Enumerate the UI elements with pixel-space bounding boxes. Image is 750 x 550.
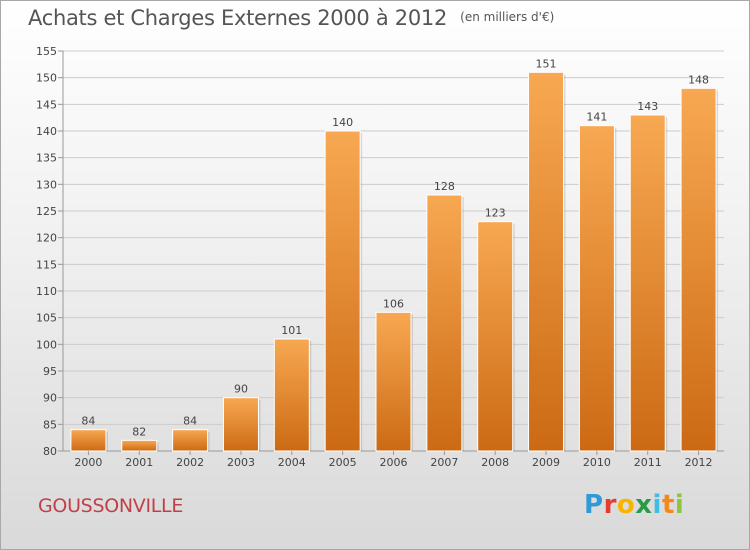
x-tick-label-2007: 2007 (430, 456, 458, 469)
data-label-2003: 90 (234, 383, 248, 396)
data-labels: 84 82 84 90 101 140 106 128 123 151 141 143 148 (81, 57, 709, 438)
logo-letter: i (674, 490, 685, 520)
y-tick-label: 80 (43, 445, 57, 458)
data-label-2005: 140 (332, 116, 353, 129)
bar-2012 (680, 87, 717, 452)
x-tick-label-2004: 2004 (278, 456, 306, 469)
y-tick-label: 125 (36, 205, 57, 218)
y-tick-label: 85 (43, 418, 57, 431)
logo-letter: P (584, 490, 604, 520)
y-tick-label: 105 (36, 312, 57, 325)
y-tick-label: 90 (43, 392, 57, 405)
data-label-2007: 128 (434, 180, 455, 193)
data-label-2006: 106 (383, 297, 404, 310)
x-tick-label-2003: 2003 (227, 456, 255, 469)
y-axis-ticks: 80 85 90 95 100 105 110 115 120 125 130 135 140 145 15… (36, 45, 57, 458)
title-wrap: Achats et Charges Externes 2000 à 2012 (… (28, 6, 554, 30)
bar-2008 (477, 221, 514, 452)
commune-name: GOUSSONVILLE (38, 495, 184, 517)
x-tick-label-2009: 2009 (532, 456, 560, 469)
y-tick-label: 110 (36, 285, 57, 298)
logo-letter: x (635, 490, 653, 520)
bar-2004 (273, 338, 310, 452)
data-label-2001: 82 (132, 425, 146, 438)
data-label-2009: 151 (536, 57, 557, 70)
y-tick-label: 95 (43, 365, 57, 378)
data-label-2011: 143 (637, 100, 658, 113)
data-label-2000: 84 (81, 415, 95, 428)
logo-letter: o (616, 490, 636, 520)
bar-2002 (172, 429, 209, 452)
logo-letter: i (652, 490, 662, 520)
x-tick-label-2010: 2010 (583, 456, 611, 469)
y-tick-label: 135 (36, 152, 57, 165)
x-tick-label-2000: 2000 (74, 456, 102, 469)
bar-2009 (528, 71, 565, 452)
proxiti-logo[interactable]: Proxiti (584, 490, 684, 520)
bar-2007 (426, 194, 463, 452)
data-label-2010: 141 (586, 111, 607, 124)
bar-2003 (222, 397, 259, 452)
bar-2010 (578, 125, 615, 452)
x-tick-label-2008: 2008 (481, 456, 509, 469)
x-tick-label-2002: 2002 (176, 456, 204, 469)
chart-title: Achats et Charges Externes 2000 à 2012 (28, 6, 448, 30)
x-tick-label-2012: 2012 (685, 456, 713, 469)
data-label-2004: 101 (281, 324, 302, 337)
y-tick-label: 130 (36, 178, 57, 191)
data-label-2002: 84 (183, 415, 197, 428)
bar-2001 (121, 439, 158, 452)
chart-unit: (en milliers d'€) (460, 10, 555, 24)
y-tick-label: 150 (36, 72, 57, 85)
data-label-2008: 123 (485, 207, 506, 220)
bar-2005 (324, 130, 361, 452)
y-tick-label: 145 (36, 98, 57, 111)
data-label-2012: 148 (688, 73, 709, 86)
x-tick-label-2005: 2005 (329, 456, 357, 469)
y-tick-label: 115 (36, 258, 57, 271)
x-tick-label-2001: 2001 (125, 456, 153, 469)
bar-2011 (629, 114, 666, 452)
logo-letter: r (603, 490, 617, 520)
y-tick-label: 120 (36, 232, 57, 245)
bar-2006 (375, 311, 412, 452)
x-tick-label-2011: 2011 (634, 456, 662, 469)
logo-letter: t (661, 490, 675, 520)
x-axis-ticks: 2000 2001 2002 2003 2004 2005 2006 2007 2008 2009… (74, 451, 713, 469)
y-tick-label: 155 (36, 45, 57, 58)
y-tick-label: 140 (36, 125, 57, 138)
y-tick-label: 100 (36, 338, 57, 351)
bar-2000 (70, 429, 107, 452)
bars (70, 71, 719, 452)
x-tick-label-2006: 2006 (380, 456, 408, 469)
